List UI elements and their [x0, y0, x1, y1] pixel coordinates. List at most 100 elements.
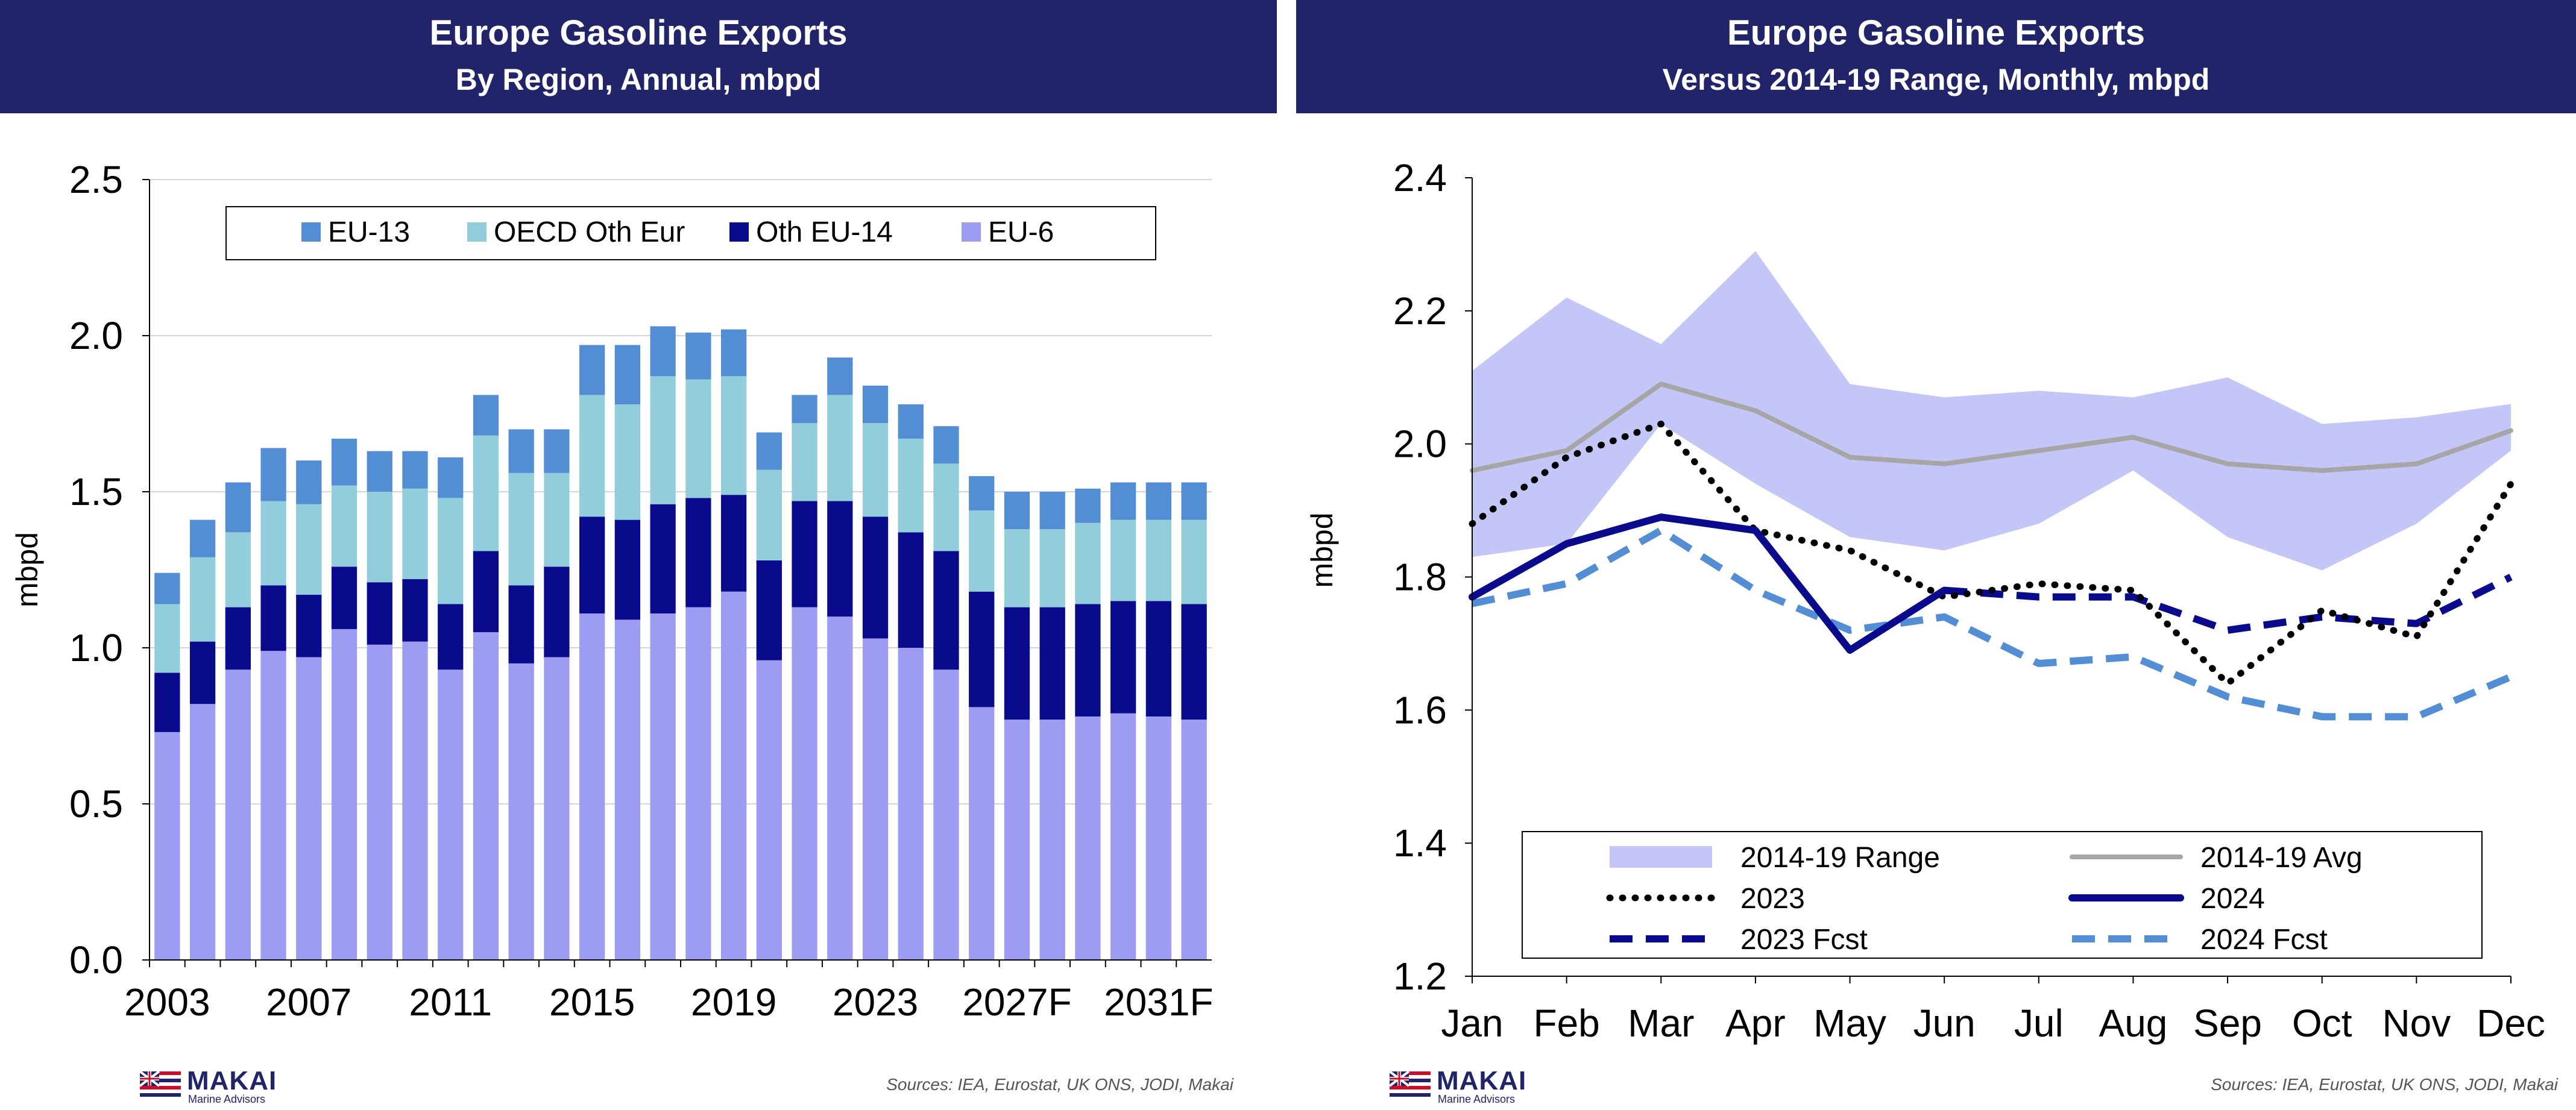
left-logo-subtitle: Marine Advisors: [188, 1093, 266, 1105]
bar-segment: [544, 566, 570, 657]
bar-segment: [685, 607, 711, 960]
bar-segment: [189, 704, 216, 960]
bar-segment: [402, 579, 428, 642]
bar-segment: [1181, 482, 1207, 520]
bar-segment: [862, 385, 889, 424]
bar-segment: [614, 619, 641, 960]
x-tick-label: May: [1813, 1002, 1886, 1045]
bar-segment: [331, 629, 357, 960]
x-tick-label: Jun: [1913, 1002, 1976, 1045]
bar-segment: [827, 395, 853, 501]
bar-segment: [154, 673, 180, 732]
bar-segment: [933, 426, 959, 464]
bar-segment: [367, 644, 392, 960]
right-chart-title: Europe Gasoline Exports: [1727, 13, 2145, 52]
bar-segment: [862, 423, 889, 517]
bar-segment: [756, 432, 782, 470]
bar-segment: [720, 376, 747, 495]
range-band: [1472, 251, 2511, 571]
bar-segment: [898, 438, 924, 533]
legend-label: EU-13: [328, 216, 410, 248]
x-tick-label: 2019: [691, 980, 776, 1024]
bar-segment: [933, 551, 959, 670]
bar-segment: [154, 604, 180, 673]
bar-segment: [1110, 519, 1136, 601]
right-line-chart: 1.2 1.4 1.6 1.8 2.0 2.2 2.4 Jan Feb Mar Apr May Jun J…: [1305, 156, 2545, 1045]
bar-segment: [225, 532, 251, 607]
bar-segment: [1004, 529, 1030, 607]
bar-segment: [189, 641, 216, 704]
bar-segment: [154, 732, 180, 960]
bar-segment: [544, 657, 570, 960]
bar-segment: [969, 510, 995, 592]
bar-segment: [402, 641, 428, 960]
y-tick-label: 1.5: [69, 470, 123, 513]
bar-segment: [296, 594, 322, 657]
bar-segment: [508, 472, 534, 586]
bar-segment: [579, 516, 605, 614]
bar-segment: [969, 591, 995, 707]
bar-segment: [1075, 488, 1101, 523]
bar-segment: [756, 469, 782, 560]
right-chart-header: Europe Gasoline Exports Versus 2014-19 R…: [1296, 0, 2576, 113]
legend-box: [225, 206, 1156, 260]
left-chart-header: Europe Gasoline Exports By Region, Annua…: [0, 0, 1277, 113]
bar-segment: [685, 332, 711, 380]
x-tick-label: Nov: [2382, 1002, 2451, 1045]
bar-segment: [473, 632, 499, 960]
bar-segment: [685, 379, 711, 498]
series-line: [1469, 421, 2515, 687]
x-tick-label: 2007: [266, 980, 351, 1024]
bar-segment: [154, 572, 180, 604]
bar-segment: [331, 566, 357, 629]
bar-segment: [189, 519, 216, 557]
bar-segment: [225, 482, 251, 533]
bar-segment: [720, 329, 747, 377]
bar-segment: [792, 501, 817, 607]
bar-segment: [508, 585, 534, 663]
bar-segment: [367, 451, 392, 492]
right-source-note: Sources: IEA, Eurostat, UK ONS, JODI, Ma…: [2211, 1075, 2558, 1094]
bar-segment: [473, 551, 499, 633]
x-tick-label: 2015: [549, 980, 635, 1024]
x-tick-label: Dec: [2477, 1002, 2545, 1045]
bar-segment: [756, 660, 782, 960]
bar-segment: [225, 607, 251, 670]
y-tick-label: 2.2: [1393, 289, 1447, 333]
bar-segment: [544, 429, 570, 473]
bar-segment: [1181, 604, 1207, 720]
legend-label: 2024 Fcst: [2200, 924, 2328, 956]
bar-segment: [1004, 720, 1030, 960]
left-flag-icon: [140, 1071, 181, 1100]
bar-segment: [1145, 482, 1172, 520]
x-tick-label: Feb: [1533, 1002, 1599, 1045]
series-line: [1469, 513, 1948, 654]
left-chart-title: Europe Gasoline Exports: [429, 13, 848, 52]
bar-segment: [1181, 519, 1207, 604]
bar-segment: [1181, 720, 1207, 960]
bar-segment: [933, 669, 959, 960]
x-tick-label: Apr: [1725, 1002, 1786, 1045]
series-line: [1944, 574, 2513, 634]
legend-label: 2014-19 Avg: [2200, 842, 2363, 874]
legend-label: 2024: [2200, 883, 2265, 915]
left-source-note: Sources: IEA, Eurostat, UK ONS, JODI, Ma…: [886, 1075, 1233, 1094]
bar-segment: [260, 585, 286, 651]
bar-segment: [296, 657, 322, 960]
bar-segment: [650, 613, 676, 960]
legend-swatch: [729, 222, 749, 242]
x-tick-label: Mar: [1628, 1002, 1694, 1045]
legend-label: OECD Oth Eur: [494, 216, 685, 248]
left-bar-chart: 0.0 0.5 1.0 1.5 2.0 2.5 2003 2007 2011 2015 2019 20…: [10, 158, 1214, 1024]
bar-segment: [579, 395, 605, 517]
legend-label: Oth EU-14: [756, 216, 893, 248]
bar-segment: [969, 476, 995, 511]
x-tick-label: 2027F: [962, 980, 1071, 1024]
bar-segment: [827, 501, 853, 617]
left-chart-subtitle: By Region, Annual, mbpd: [455, 63, 822, 96]
bar-segment: [402, 451, 428, 489]
bar-segment: [473, 435, 499, 551]
bar-segment: [720, 495, 747, 592]
bar-segment: [1075, 716, 1101, 960]
series-line: [1470, 381, 2513, 473]
